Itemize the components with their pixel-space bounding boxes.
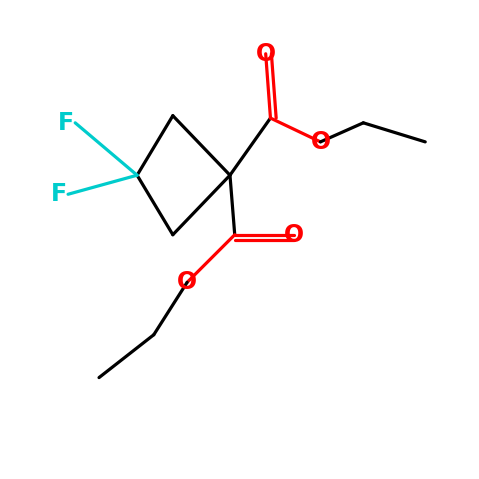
Text: F: F [57, 111, 74, 135]
Text: O: O [310, 130, 331, 154]
Text: O: O [284, 223, 304, 247]
Text: O: O [256, 42, 276, 66]
Text: F: F [50, 182, 67, 206]
Text: O: O [177, 270, 197, 295]
